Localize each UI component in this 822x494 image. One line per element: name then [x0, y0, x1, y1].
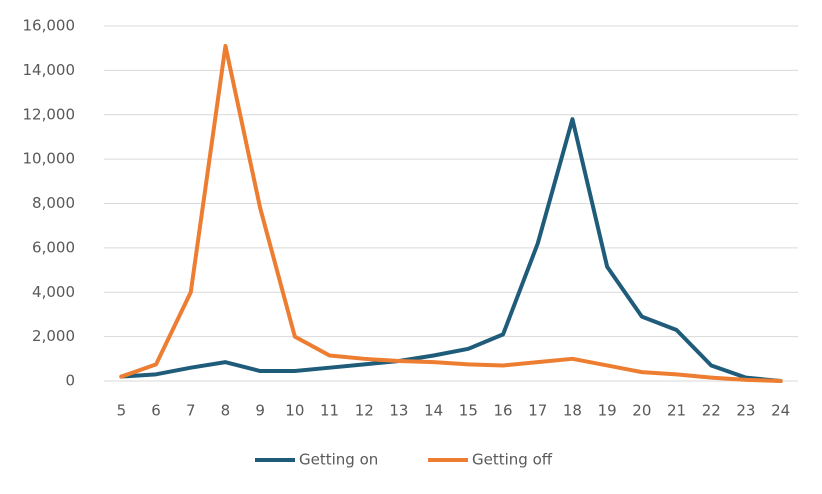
y-tick-label: 2,000 — [32, 327, 75, 345]
y-tick-label: 16,000 — [23, 17, 76, 35]
x-tick-label: 17 — [528, 402, 547, 420]
x-tick-label: 6 — [151, 402, 161, 420]
x-tick-label: 7 — [186, 402, 196, 420]
x-tick-label: 22 — [702, 402, 721, 420]
x-tick-label: 16 — [494, 402, 513, 420]
y-tick-label: 4,000 — [32, 283, 75, 301]
x-tick-label: 19 — [598, 402, 617, 420]
x-tick-label: 21 — [667, 402, 686, 420]
x-tick-label: 11 — [320, 402, 339, 420]
x-tick-label: 24 — [771, 402, 790, 420]
x-tick-label: 8 — [221, 402, 231, 420]
y-tick-label: 8,000 — [32, 194, 75, 212]
y-tick-label: 14,000 — [23, 61, 76, 79]
x-tick-label: 12 — [355, 402, 374, 420]
x-tick-label: 23 — [736, 402, 755, 420]
x-tick-label: 20 — [632, 402, 651, 420]
y-tick-label: 6,000 — [32, 238, 75, 256]
x-tick-label: 14 — [424, 402, 443, 420]
legend-label: Getting off — [472, 451, 553, 469]
legend-label: Getting on — [299, 451, 378, 469]
y-tick-label: 0 — [65, 372, 75, 390]
x-tick-label: 13 — [389, 402, 408, 420]
x-tick-label: 5 — [117, 402, 127, 420]
line-series — [119, 117, 783, 383]
y-tick-label: 12,000 — [23, 105, 76, 123]
x-tick-label: 18 — [563, 402, 582, 420]
x-tick-label: 9 — [255, 402, 265, 420]
x-tick-label: 10 — [285, 402, 304, 420]
line-series — [119, 43, 783, 383]
x-tick-label: 15 — [459, 402, 478, 420]
y-tick-label: 10,000 — [23, 150, 76, 168]
